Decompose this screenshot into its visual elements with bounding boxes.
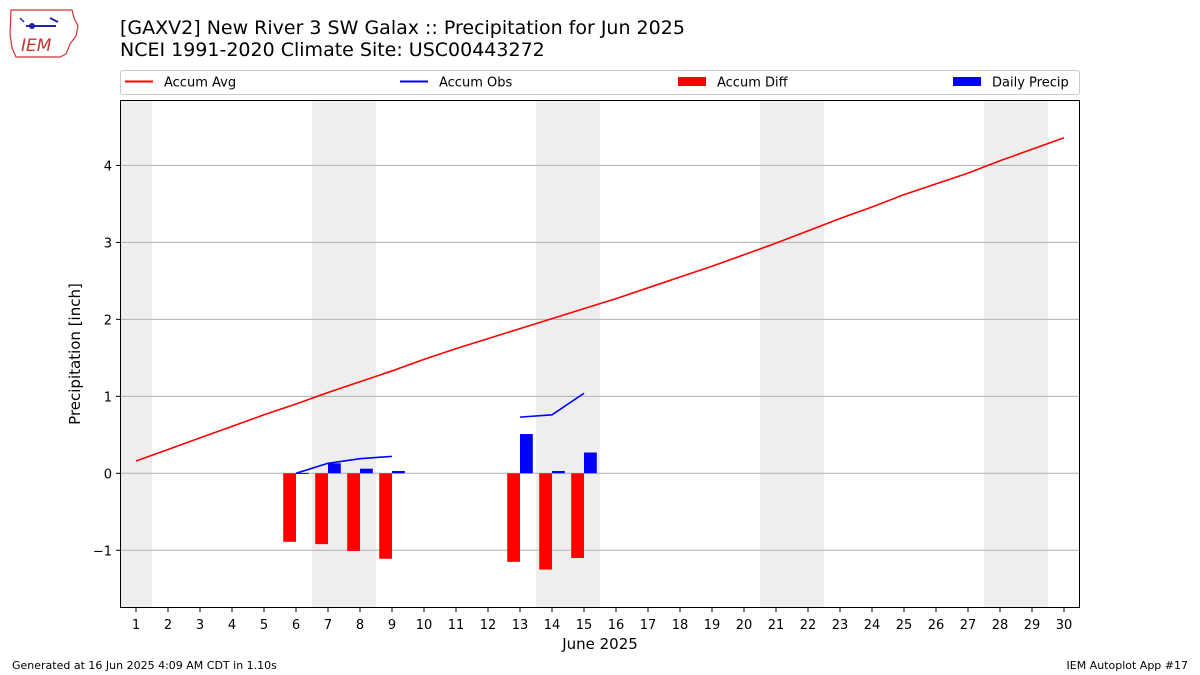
weekend-shading bbox=[120, 100, 1048, 608]
daily-precip-bar-7 bbox=[328, 463, 341, 474]
x-tick-label: 20 bbox=[736, 618, 753, 633]
y-axis: −1 0 1 2 3 4 bbox=[93, 159, 120, 559]
accum-diff-bar-6 bbox=[283, 473, 296, 542]
daily-precip-bar-14 bbox=[552, 470, 565, 474]
weekend-shade-day-22 bbox=[792, 100, 824, 608]
x-tick-label: 18 bbox=[672, 618, 689, 633]
daily-precip-bar-15 bbox=[584, 452, 597, 474]
x-tick-label: 2 bbox=[164, 618, 172, 633]
x-tick-label: 12 bbox=[480, 618, 497, 633]
lines bbox=[135, 136, 1065, 475]
daily-precip-bar-13 bbox=[520, 434, 533, 474]
legend-accum-diff-swatch bbox=[678, 77, 706, 86]
x-tick-label: 11 bbox=[448, 618, 465, 633]
x-tick-label: 7 bbox=[324, 618, 332, 633]
x-tick-label: 27 bbox=[960, 618, 977, 633]
legend-daily-precip-label: Daily Precip bbox=[992, 76, 1069, 91]
x-tick-label: 19 bbox=[704, 618, 721, 633]
x-tick-label: 14 bbox=[544, 618, 561, 633]
x-tick-label: 22 bbox=[800, 618, 817, 633]
y-axis-label: Precipitation [inch] bbox=[66, 283, 84, 425]
grid-lines bbox=[120, 164, 1080, 551]
x-tick-label: 1 bbox=[132, 618, 140, 633]
x-tick-label: 21 bbox=[768, 618, 785, 633]
y-tick-label: 2 bbox=[104, 313, 112, 328]
accum-diff-bar-13 bbox=[507, 473, 520, 562]
generated-note: Generated at 16 Jun 2025 4:09 AM CDT in … bbox=[12, 659, 277, 672]
daily-precip-bar-9 bbox=[392, 470, 405, 474]
x-tick-label: 25 bbox=[896, 618, 913, 633]
x-tick-label: 30 bbox=[1056, 618, 1073, 633]
legend-daily-precip-swatch bbox=[953, 77, 981, 86]
x-tick-label: 13 bbox=[512, 618, 529, 633]
legend-accum-avg-label: Accum Avg bbox=[164, 76, 236, 91]
legend-box bbox=[120, 70, 1080, 95]
accum-diff-bar-7 bbox=[315, 473, 328, 545]
weekend-shade-day-1 bbox=[120, 100, 152, 608]
legend: Accum Avg Accum Obs Accum Diff Daily Precip bbox=[120, 70, 1080, 95]
x-tick-label: 24 bbox=[864, 618, 881, 633]
y-tick-label: 1 bbox=[104, 390, 112, 405]
accum-obs-line-segment-1 bbox=[295, 455, 393, 475]
y-tick-label: 0 bbox=[104, 467, 112, 482]
x-tick-label: 15 bbox=[576, 618, 593, 633]
bars bbox=[283, 434, 597, 570]
y-tick-label: 3 bbox=[104, 236, 112, 251]
logo-text: IEM bbox=[21, 36, 52, 56]
legend-accum-diff-label: Accum Diff bbox=[717, 76, 789, 91]
x-axis: 1 2 3 4 5 6 7 8 9 10 11 12 13 14 15 16 17 18 19 20 21 22 23 24 2… bbox=[132, 608, 1072, 633]
x-tick-label: 3 bbox=[196, 618, 204, 633]
x-tick-label: 10 bbox=[416, 618, 433, 633]
accum-diff-bar-9 bbox=[379, 473, 392, 559]
y-tick-label: 4 bbox=[104, 159, 112, 174]
chart-title: [GAXV2] New River 3 SW Galax :: Precipit… bbox=[120, 17, 685, 61]
legend-accum-obs-label: Accum Obs bbox=[439, 76, 512, 91]
x-tick-label: 26 bbox=[928, 618, 945, 633]
plot-frame bbox=[120, 100, 1080, 608]
weekend-shade-day-28 bbox=[984, 100, 1016, 608]
x-tick-label: 29 bbox=[1024, 618, 1041, 633]
title-line-1: [GAXV2] New River 3 SW Galax :: Precipit… bbox=[120, 17, 685, 39]
y-tick-label: −1 bbox=[93, 544, 112, 559]
accum-diff-bar-15 bbox=[571, 473, 584, 558]
x-tick-label: 6 bbox=[292, 618, 300, 633]
daily-precip-bar-8 bbox=[360, 468, 373, 474]
x-tick-label: 4 bbox=[228, 618, 236, 633]
accum-diff-bar-14 bbox=[539, 473, 552, 570]
accum-diff-bar-8 bbox=[347, 473, 360, 552]
weekend-shade-day-21 bbox=[760, 100, 792, 608]
accum-obs-line-segment-2 bbox=[519, 392, 585, 418]
x-tick-label: 8 bbox=[356, 618, 364, 633]
x-tick-label: 16 bbox=[608, 618, 625, 633]
x-tick-label: 17 bbox=[640, 618, 657, 633]
x-tick-label: 23 bbox=[832, 618, 849, 633]
weekend-shade-day-29 bbox=[1016, 100, 1048, 608]
x-axis-label: June 2025 bbox=[561, 635, 638, 653]
daily-precip-bar-6 bbox=[296, 472, 309, 474]
x-tick-label: 5 bbox=[260, 618, 268, 633]
x-tick-label: 28 bbox=[992, 618, 1009, 633]
title-line-2: NCEI 1991-2020 Climate Site: USC00443272 bbox=[120, 39, 545, 61]
iem-logo: IEM bbox=[6, 4, 82, 60]
accum-avg-line bbox=[135, 136, 1065, 462]
x-tick-label: 9 bbox=[388, 618, 396, 633]
app-label: IEM Autoplot App #17 bbox=[1066, 659, 1189, 672]
